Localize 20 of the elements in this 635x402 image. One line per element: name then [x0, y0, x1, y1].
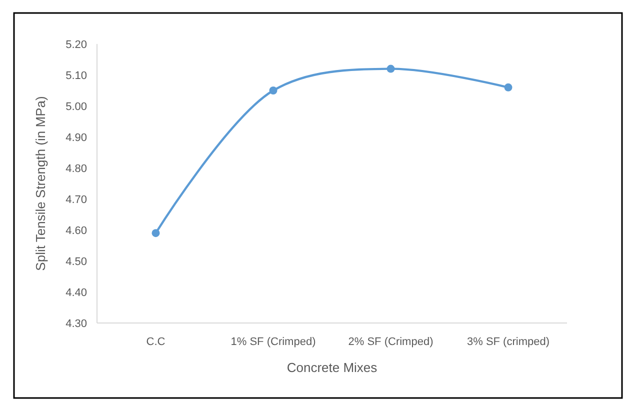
y-tick-label: 4.50 — [66, 256, 87, 268]
y-tick-label: 4.90 — [66, 132, 87, 144]
point — [504, 83, 512, 92]
point — [386, 64, 395, 73]
y-tick-label: 4.80 — [66, 162, 87, 175]
y-tick-label: 5.10 — [66, 70, 87, 82]
y-tick-label: 5.00 — [66, 100, 87, 113]
point — [269, 86, 278, 94]
point — [152, 229, 160, 238]
x-axis-title: Concrete Mixes — [286, 360, 378, 375]
y-tick-label: 4.40 — [66, 286, 87, 299]
x-tick-label: 2% SF (Crimped) — [348, 336, 434, 348]
x-tick-label: 1% SF (Crimped) — [230, 336, 316, 348]
y-tick-label: 4.60 — [66, 224, 87, 237]
y-tick-label: 4.70 — [66, 194, 87, 206]
x-tick-label: 3% SF (crimped) — [466, 336, 550, 348]
x-tick-label: C.C — [146, 336, 166, 348]
y-tick-label: 4.30 — [66, 318, 87, 330]
y-tick-label: 5.20 — [66, 38, 87, 51]
y-axis-title: Split Tensile Strength (in MPa) — [33, 96, 48, 271]
